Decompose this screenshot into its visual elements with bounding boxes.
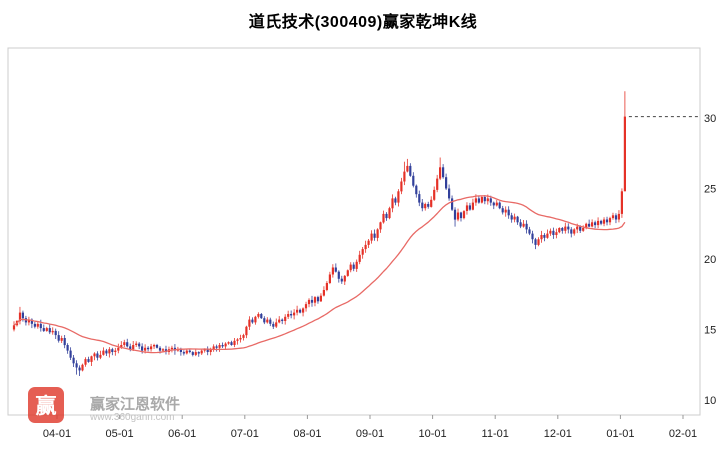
winner-logo-icon: 赢 (28, 387, 64, 423)
y-axis: 10 15 20 25 30 (704, 113, 716, 407)
candles-layer (12, 91, 626, 376)
ma-line (13, 195, 626, 354)
x-axis-label: 11-01 (482, 428, 509, 440)
chart-title: 道氏技术(300409)赢家乾坤K线 (248, 14, 478, 31)
x-axis-label: 07-01 (231, 428, 259, 440)
y-axis-label: 15 (704, 325, 716, 337)
x-axis-label: 08-01 (293, 428, 321, 440)
x-axis-label: 05-01 (106, 428, 134, 440)
x-axis-label: 04-01 (43, 428, 71, 440)
x-axis-label: 01-01 (606, 428, 634, 440)
x-axis-label: 06-01 (168, 428, 196, 440)
y-axis-label: 25 (704, 184, 716, 196)
y-axis-label: 10 (704, 395, 716, 407)
plot-border (7, 47, 701, 416)
x-axis-label: 09-01 (356, 428, 384, 440)
y-axis-label: 30 (704, 113, 716, 125)
x-axis-label: 12-01 (544, 428, 572, 440)
watermark-software-name: 赢家江恩软件 (90, 396, 181, 413)
x-axis-label: 02-01 (669, 428, 697, 440)
y-axis-label: 20 (704, 254, 716, 266)
x-axis-label: 10-01 (419, 428, 447, 440)
watermark-url: www.360gann.com (90, 412, 175, 423)
x-axis: 04-01 05-01 06-01 07-01 08-01 09-01 10-01 11-01… (43, 415, 697, 440)
